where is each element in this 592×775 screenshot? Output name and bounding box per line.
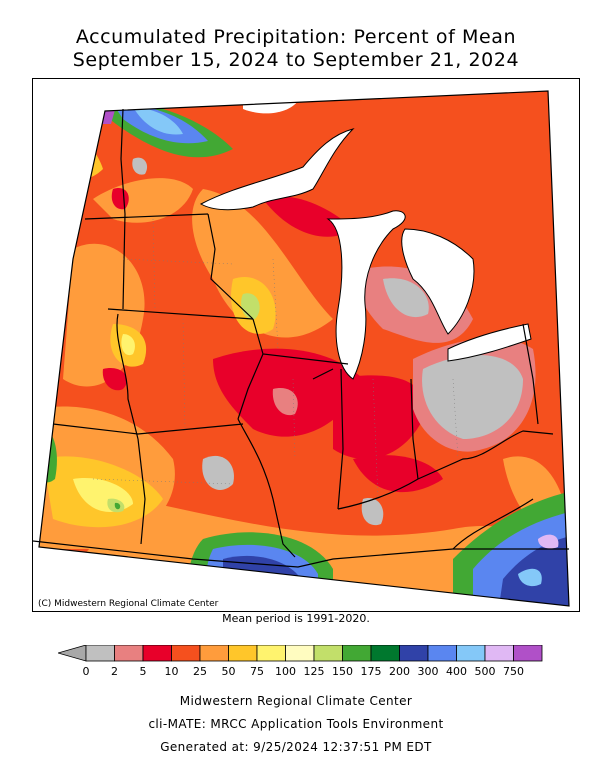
legend-tick-label: 2 [111,665,118,678]
legend-swatch [370,644,400,662]
legend-swatch [199,644,229,662]
legend-tick-label: 75 [250,665,264,678]
legend-tick-label: 125 [304,665,325,678]
legend-swatch [85,644,115,662]
map-credit: (C) Midwestern Regional Climate Center [36,598,221,610]
legend-tick-label: 300 [418,665,439,678]
map-title: Accumulated Precipitation: Percent of Me… [75,26,517,48]
legend-tick-label: 175 [361,665,382,678]
legend-swatch [256,644,286,662]
legend-swatch [399,644,429,662]
legend-tick-label: 150 [332,665,353,678]
legend-swatch [228,644,258,662]
precipitation-map [32,78,580,612]
legend-tick-label: 100 [275,665,296,678]
legend-tick-label: 200 [389,665,410,678]
legend-swatch [313,644,343,662]
legend-swatch [456,644,486,662]
legend-tick-label: 5 [140,665,147,678]
map-date-range: September 15, 2024 to September 21, 2024 [72,49,520,71]
legend-tick-label: 50 [222,665,236,678]
color-legend: 0 2 5 10 25 50 75 100 125 150 175 200 300 400 500 750 [56,644,548,685]
footer-tool: cli-MATE: MRCC Application Tools Environ… [148,717,444,731]
legend-swatch [114,644,144,662]
legend-swatch [427,644,457,662]
division-lines [92,218,459,500]
legend-swatch [513,644,543,662]
legend-tick-label: 10 [165,665,179,678]
legend-swatch [171,644,201,662]
legend-tick-label: 400 [446,665,467,678]
legend-swatch [285,644,315,662]
mean-period-note: Mean period is 1991-2020. [222,612,370,625]
legend-tick-label: 25 [193,665,207,678]
legend-tick-label: 750 [503,665,524,678]
footer-generated: Generated at: 9/25/2024 12:37:51 PM EDT [160,740,432,754]
legend-swatch [342,644,372,662]
legend-swatch [142,644,172,662]
legend-svg: 0 2 5 10 25 50 75 100 125 150 175 200 300 400 500 750 [56,644,543,678]
footer-org: Midwestern Regional Climate Center [179,694,413,708]
legend-swatch [484,644,514,662]
state-boundaries [33,108,569,568]
legend-tick-label: 500 [475,665,496,678]
map-svg [33,90,570,607]
legend-under-arrow [56,644,87,662]
legend-tick-label: 0 [83,665,90,678]
